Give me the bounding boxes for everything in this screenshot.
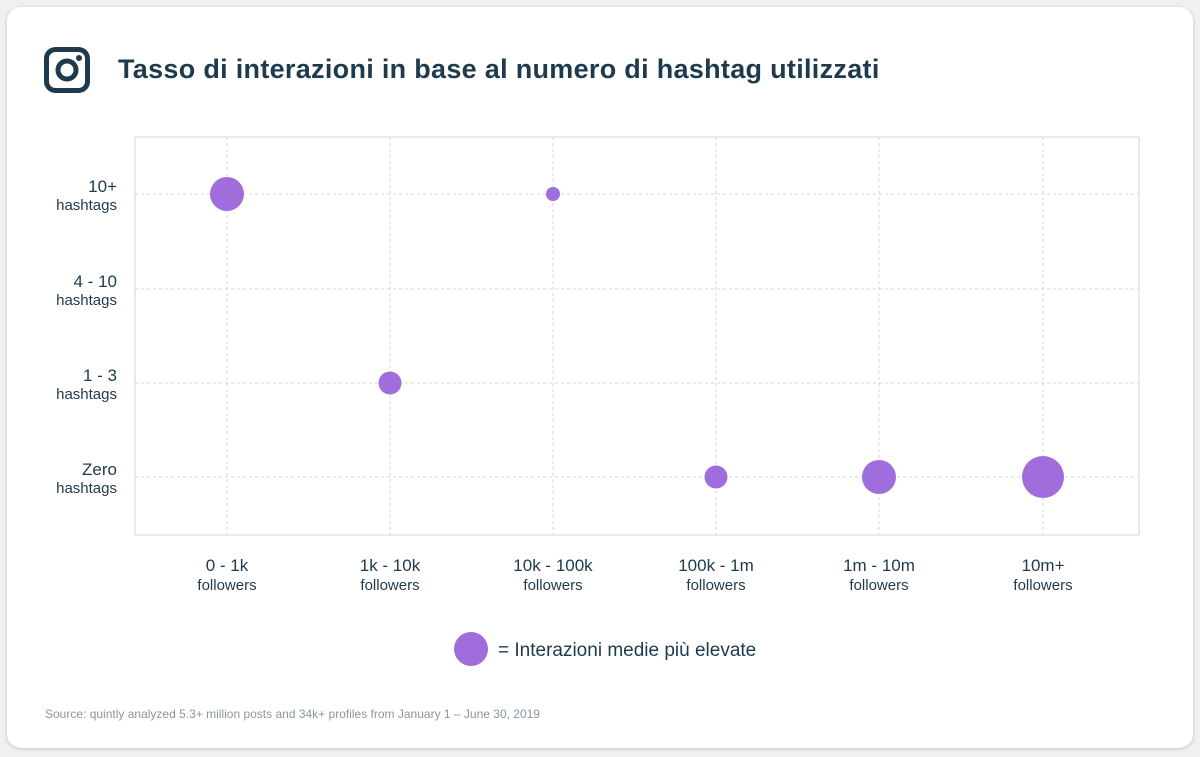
y-tick-label: 4 - 10 [74, 272, 117, 291]
y-tick-sublabel: hashtags [56, 386, 117, 403]
y-tick-sublabel: hashtags [56, 197, 117, 214]
data-bubble [210, 177, 244, 211]
x-tick-sublabel: followers [686, 577, 745, 594]
source-note: Source: quintly analyzed 5.3+ million po… [45, 707, 540, 721]
legend-bubble [454, 632, 488, 666]
chart-title: Tasso di interazioni in base al numero d… [118, 54, 880, 84]
instagram-icon [44, 47, 90, 93]
x-tick-label: 1k - 10k [360, 556, 421, 575]
legend-label: = Interazioni medie più elevate [498, 640, 756, 661]
chart-card [7, 7, 1193, 748]
source-label: Source: [45, 707, 87, 721]
y-tick-label: 1 - 3 [83, 366, 117, 385]
x-tick-sublabel: followers [523, 577, 582, 594]
data-bubble [378, 371, 402, 395]
y-tick-label: 10+ [88, 177, 117, 196]
x-tick-label: 1m - 10m [843, 556, 915, 575]
x-tick-sublabel: followers [849, 577, 908, 594]
data-bubble [546, 187, 560, 201]
y-tick-sublabel: hashtags [56, 292, 117, 309]
x-tick-sublabel: followers [1013, 577, 1072, 594]
plot-frame [134, 136, 1140, 536]
source-text: quintly analyzed 5.3+ million posts and … [89, 707, 540, 721]
x-tick-sublabel: followers [197, 577, 256, 594]
x-tick-label: 100k - 1m [678, 556, 754, 575]
x-tick-sublabel: followers [360, 577, 419, 594]
x-tick-label: 10k - 100k [513, 556, 593, 575]
y-tick-sublabel: hashtags [56, 480, 117, 497]
data-bubble [1022, 456, 1064, 498]
data-bubble [704, 465, 728, 489]
x-tick-label: 0 - 1k [206, 556, 249, 575]
y-tick-label: Zero [82, 460, 117, 479]
data-bubble [862, 460, 896, 494]
x-tick-label: 10m+ [1022, 556, 1065, 575]
